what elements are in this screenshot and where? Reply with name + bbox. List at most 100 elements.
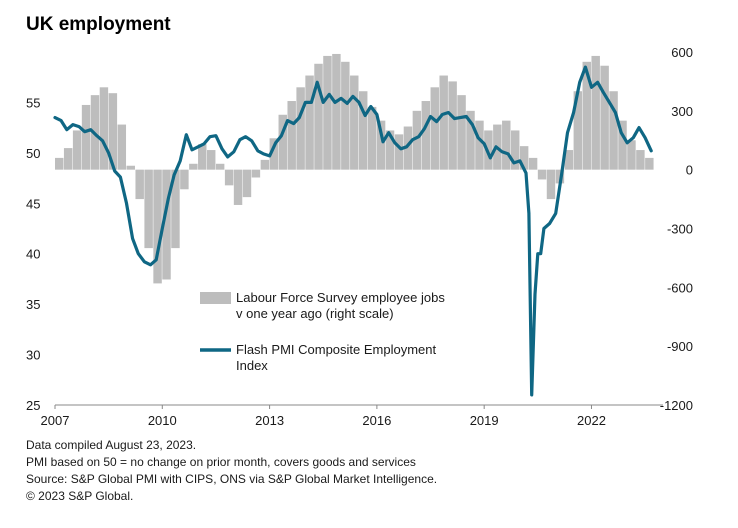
bar bbox=[367, 106, 377, 170]
bar bbox=[502, 120, 511, 170]
bar bbox=[251, 169, 261, 178]
chart-notes: Data compiled August 23, 2023. PMI based… bbox=[26, 437, 437, 505]
bar bbox=[341, 61, 350, 170]
y-right-tick-label: -300 bbox=[667, 222, 693, 237]
bar bbox=[144, 169, 153, 249]
bar bbox=[108, 93, 118, 170]
bar bbox=[475, 120, 484, 170]
bar bbox=[180, 169, 189, 190]
bar bbox=[332, 53, 341, 170]
bar bbox=[72, 130, 82, 170]
bar bbox=[421, 101, 431, 170]
legend-label-bar: v one year ago (right scale) bbox=[236, 306, 394, 321]
line-series bbox=[53, 65, 653, 397]
y-left-tick-label: 45 bbox=[26, 196, 40, 211]
bar bbox=[564, 150, 574, 170]
bar bbox=[171, 169, 180, 249]
bar bbox=[385, 130, 395, 170]
y-right-tick-label: -900 bbox=[667, 339, 693, 354]
bar bbox=[207, 150, 216, 170]
bar bbox=[126, 165, 135, 170]
chart-plot: 2007 2010 2013 2016 2019 2022 25303540455055 … bbox=[26, 45, 693, 428]
y-right-tick-label: -1200 bbox=[660, 398, 693, 413]
bar bbox=[537, 169, 547, 180]
x-tick-label: 2013 bbox=[255, 413, 284, 428]
bar bbox=[55, 157, 64, 170]
x-tick-label: 2022 bbox=[577, 413, 606, 428]
bar bbox=[287, 101, 296, 170]
bar bbox=[618, 120, 627, 170]
y-right-tick-label: 600 bbox=[671, 45, 693, 60]
bar bbox=[573, 91, 583, 170]
bar bbox=[323, 55, 332, 170]
note-line: PMI based on 50 = no change on prior mon… bbox=[26, 455, 416, 469]
bar bbox=[394, 134, 404, 170]
bar bbox=[430, 87, 439, 170]
bar bbox=[153, 169, 162, 284]
y-axis-right: -1200 -900 -600 -300 0 300 600 bbox=[660, 45, 693, 413]
bar bbox=[403, 126, 413, 170]
bar bbox=[376, 120, 386, 170]
bar bbox=[63, 148, 73, 170]
legend-label-bar: Labour Force Survey employee jobs bbox=[236, 290, 445, 305]
bar bbox=[627, 140, 636, 170]
bar bbox=[636, 150, 645, 170]
bar bbox=[350, 75, 359, 170]
bar bbox=[582, 61, 591, 170]
note-line: Data compiled August 23, 2023. bbox=[26, 438, 197, 452]
bar bbox=[278, 114, 287, 170]
bar bbox=[528, 157, 538, 170]
series-line bbox=[53, 65, 653, 397]
bar bbox=[457, 95, 466, 170]
bar bbox=[81, 104, 91, 170]
note-line: Source: S&P Global PMI with CIPS, ONS vi… bbox=[26, 472, 438, 486]
legend-swatch-bar bbox=[200, 292, 231, 304]
y-right-tick-label: 0 bbox=[686, 163, 693, 178]
x-axis: 2007 2010 2013 2016 2019 2022 bbox=[41, 404, 663, 428]
bar bbox=[519, 146, 529, 170]
y-left-tick-label: 55 bbox=[26, 95, 40, 110]
y-left-tick-label: 25 bbox=[26, 398, 40, 413]
y-right-tick-label: -600 bbox=[667, 280, 693, 295]
bar bbox=[609, 91, 618, 170]
bar bbox=[215, 163, 225, 170]
bar bbox=[296, 87, 305, 170]
legend-label-line: Flash PMI Composite Employment bbox=[236, 342, 437, 357]
bar bbox=[466, 110, 475, 170]
bar bbox=[99, 87, 109, 170]
y-left-tick-label: 50 bbox=[26, 146, 40, 161]
x-tick-label: 2016 bbox=[362, 413, 391, 428]
x-tick-label: 2019 bbox=[470, 413, 499, 428]
bar bbox=[162, 169, 171, 280]
x-tick-label: 2007 bbox=[41, 413, 70, 428]
bar bbox=[269, 138, 279, 170]
bar bbox=[189, 163, 198, 170]
note-line: © 2023 S&P Global. bbox=[26, 489, 134, 503]
y-left-tick-label: 40 bbox=[26, 247, 40, 262]
x-tick-label: 2010 bbox=[148, 413, 177, 428]
legend-label-line: Index bbox=[236, 358, 268, 373]
y-right-tick-label: 300 bbox=[671, 104, 693, 119]
y-axis-left: 25 30 35 40 45 50 55 bbox=[26, 95, 40, 413]
y-left-tick-label: 30 bbox=[26, 348, 40, 363]
bar bbox=[546, 169, 556, 200]
bar bbox=[600, 65, 609, 170]
bar bbox=[448, 81, 457, 170]
bar bbox=[591, 55, 600, 170]
chart-title: UK employment bbox=[26, 14, 171, 35]
bar bbox=[198, 144, 207, 170]
bar bbox=[305, 75, 314, 170]
bar bbox=[359, 91, 368, 170]
bar bbox=[439, 75, 448, 170]
bar-series bbox=[55, 53, 654, 284]
bar bbox=[314, 63, 323, 170]
bar bbox=[233, 169, 243, 205]
bar bbox=[117, 124, 127, 170]
bar bbox=[224, 169, 234, 186]
bar bbox=[260, 159, 270, 170]
bar bbox=[645, 157, 654, 170]
bar bbox=[511, 130, 520, 170]
bar bbox=[412, 110, 422, 170]
bar bbox=[242, 169, 252, 198]
